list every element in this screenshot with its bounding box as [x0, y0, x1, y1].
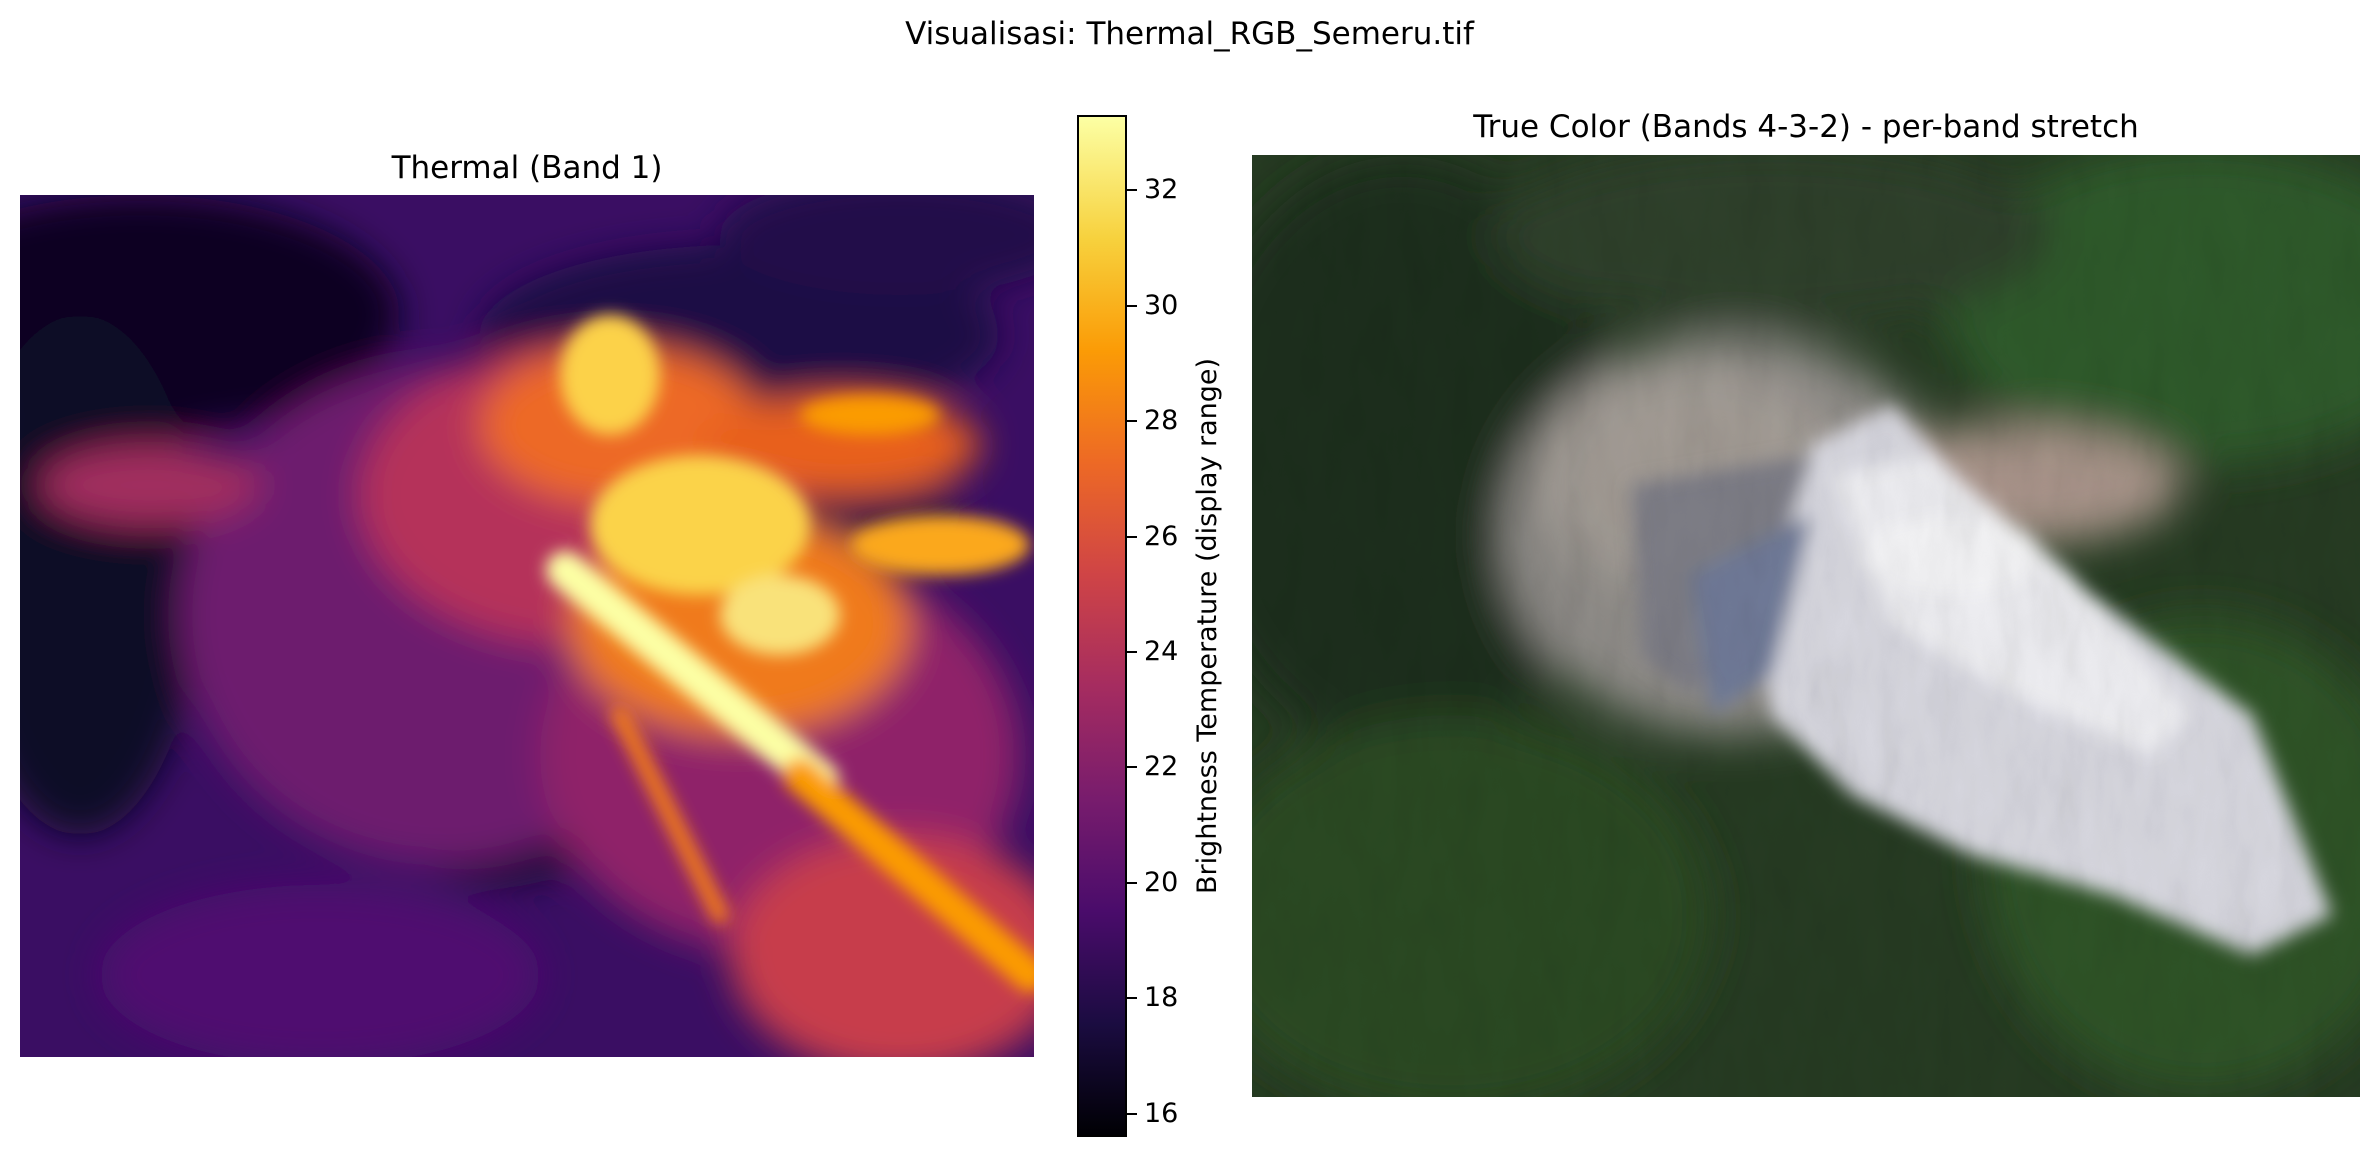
- colorbar: [1077, 115, 1127, 1137]
- colorbar-tick-label: 30: [1144, 289, 1179, 321]
- colorbar-axis-label: Brightness Temperature (display range): [1192, 357, 1223, 895]
- colorbar-tick: [1127, 420, 1137, 423]
- colorbar-tick: [1127, 535, 1137, 538]
- thermal-image: [20, 195, 1034, 1057]
- colorbar-tick: [1127, 1112, 1137, 1115]
- colorbar-tick-label: 24: [1144, 635, 1179, 667]
- colorbar-tick-label: 28: [1144, 405, 1179, 437]
- colorbar-tick: [1127, 189, 1137, 192]
- colorbar-tick-label: 16: [1144, 1097, 1179, 1129]
- colorbar-tick-label: 20: [1144, 866, 1179, 898]
- rgb-panel-title: True Color (Bands 4-3-2) - per-band stre…: [1473, 109, 2139, 145]
- figure-title: Visualisasi: Thermal_RGB_Semeru.tif: [905, 16, 1474, 52]
- thermal-panel-title: Thermal (Band 1): [391, 150, 663, 186]
- true-color-image: [1252, 155, 2360, 1097]
- colorbar-tick: [1127, 766, 1137, 769]
- colorbar-tick-label: 18: [1144, 982, 1179, 1014]
- colorbar-tick: [1127, 304, 1137, 307]
- colorbar-tick: [1127, 997, 1137, 1000]
- colorbar-tick: [1127, 650, 1137, 653]
- colorbar-tick-label: 22: [1144, 751, 1179, 783]
- colorbar-tick: [1127, 881, 1137, 884]
- colorbar-tick-label: 32: [1144, 174, 1179, 206]
- colorbar-tick-label: 26: [1144, 520, 1179, 552]
